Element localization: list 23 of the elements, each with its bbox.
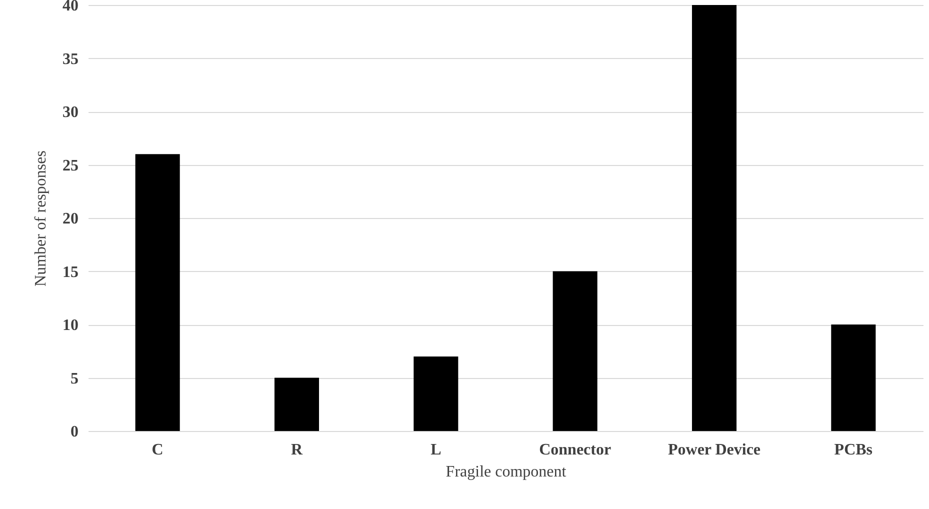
x-tick-label: L — [430, 442, 442, 458]
bar — [552, 271, 598, 431]
bar — [135, 154, 180, 431]
x-axis-title: Fragile component — [446, 464, 567, 480]
x-tick-label: R — [290, 442, 303, 458]
y-tick-label: 0 — [70, 424, 78, 440]
y-tick-label: 15 — [62, 264, 78, 281]
y-tick-label: 20 — [62, 210, 78, 228]
x-tick-label: Connector — [539, 442, 612, 458]
x-tick-label: PCBs — [834, 442, 873, 458]
bar — [274, 378, 320, 431]
y-tick-label: 5 — [70, 370, 78, 388]
y-tick-label: 30 — [62, 104, 78, 121]
y-tick-label: 25 — [62, 157, 78, 174]
y-tick-label: 10 — [62, 317, 78, 334]
x-tick-label: Power Device — [668, 442, 761, 458]
bar — [692, 5, 737, 431]
bar — [414, 356, 458, 431]
y-axis-title: Number of responses — [32, 150, 50, 286]
y-tick-label: 35 — [62, 50, 78, 68]
x-tick-label: C — [152, 442, 164, 458]
bar — [831, 324, 876, 431]
y-tick-label: 40 — [62, 0, 78, 14]
